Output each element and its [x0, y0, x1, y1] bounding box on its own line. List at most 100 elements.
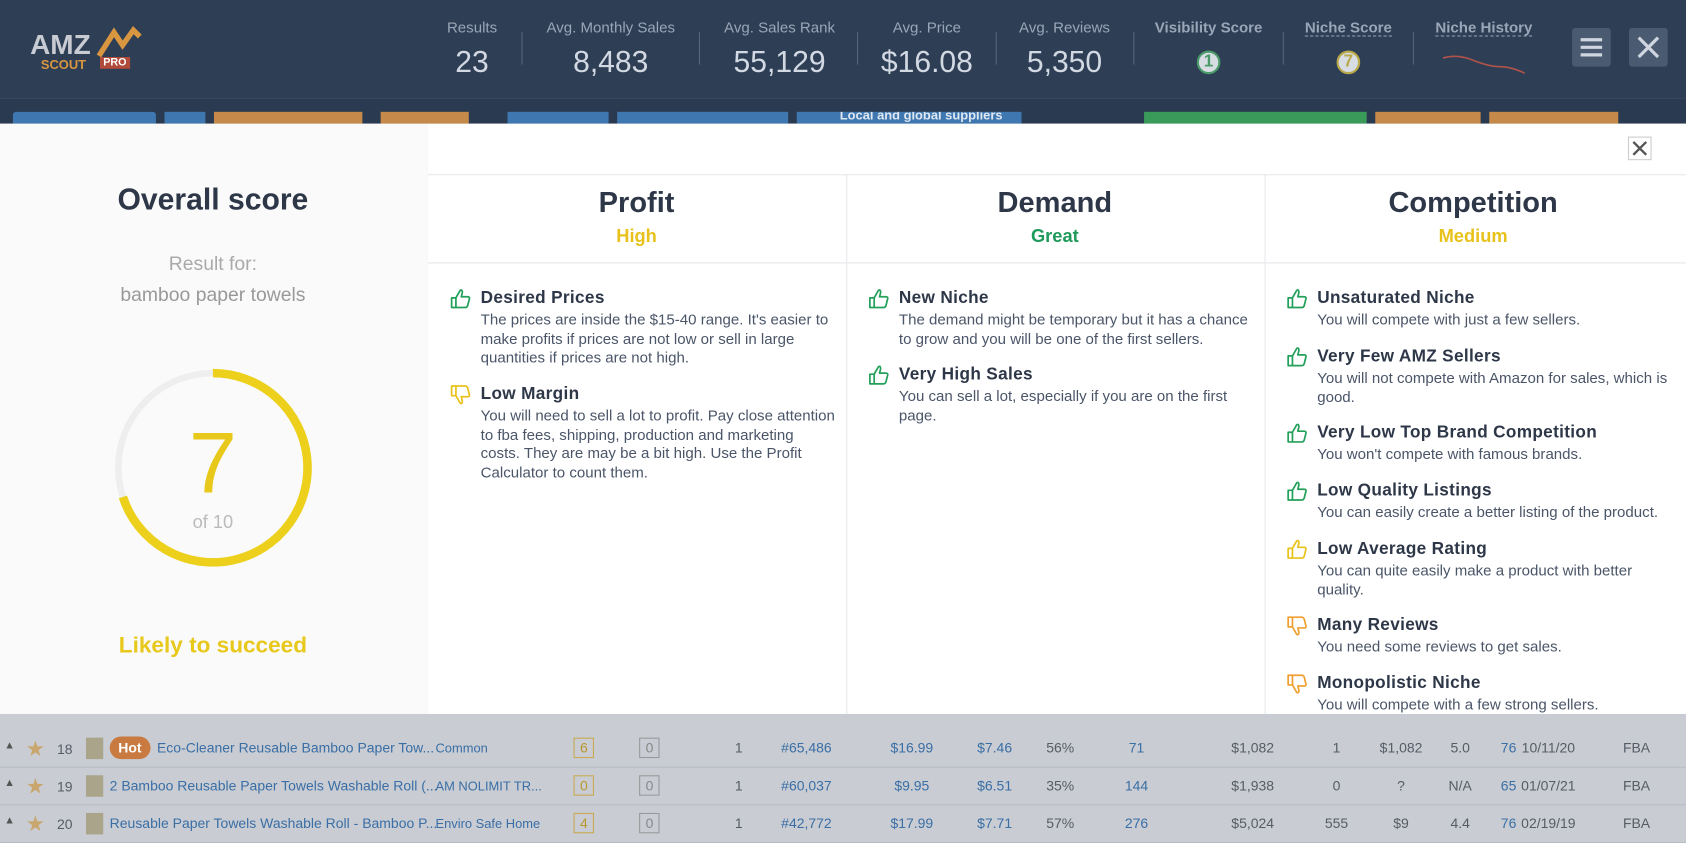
- cell: 35%: [1046, 777, 1075, 794]
- score-details: Profit High Desired Prices The prices are i…: [427, 123, 1686, 714]
- header-rule: [427, 262, 1686, 264]
- cell: #60,037: [781, 777, 832, 794]
- stat-value: $16.08: [880, 45, 973, 79]
- divider: [1282, 32, 1284, 65]
- item-text: You can easily create a better listing o…: [1317, 503, 1659, 521]
- cell: 76: [1500, 739, 1517, 756]
- product-title[interactable]: Reusable Paper Towels Washable Roll - Ba…: [109, 815, 438, 832]
- product-title[interactable]: Eco-Cleaner Reusable Bamboo Paper Tow...: [156, 739, 435, 756]
- brand[interactable]: AM NOLIMIT TR...: [435, 778, 542, 794]
- sparkline: [1442, 55, 1526, 74]
- item-title: Low Average Rating: [1317, 539, 1488, 559]
- stat-badge: 7: [1336, 50, 1361, 75]
- item-text: You won't compete with famous brands.: [1317, 445, 1583, 463]
- cell: 5.0: [1450, 739, 1470, 756]
- suppliers-button[interactable]: Local and global suppliers: [839, 111, 1003, 123]
- item-text: You will compete with just a few sellers…: [1317, 310, 1581, 328]
- thumbnail: [86, 812, 104, 835]
- product-table: ▲ ★ 18 Hot Eco-Cleaner Reusable Bamboo Paper…: [0, 713, 1686, 843]
- brand[interactable]: Common: [435, 740, 488, 756]
- cell: 1: [1332, 739, 1341, 756]
- stat-value: 8,483: [573, 45, 649, 79]
- overall-title: Overall score: [117, 182, 309, 217]
- cell: 1: [734, 777, 743, 794]
- cell: 144: [1124, 777, 1149, 794]
- item-title: Very Few AMZ Sellers: [1317, 347, 1501, 366]
- thumbnail: [86, 737, 104, 760]
- expand-arrow: ▲: [4, 739, 15, 752]
- cell: ?: [1397, 777, 1405, 794]
- stat-value: 55,129: [733, 45, 826, 79]
- item-title: Many Reviews: [1317, 616, 1439, 635]
- cell: $9: [1393, 815, 1409, 832]
- cell: FBA: [1622, 777, 1651, 794]
- star[interactable]: ★: [25, 775, 46, 799]
- cell: $6.51: [977, 777, 1013, 794]
- column-rating: Medium: [1438, 225, 1508, 247]
- cell: 4.4: [1450, 815, 1470, 832]
- cell: 0: [573, 775, 595, 796]
- cell: 555: [1324, 815, 1349, 832]
- item-title: Unsaturated Niche: [1317, 289, 1475, 308]
- cell: 0: [639, 775, 660, 796]
- column-title: Profit: [598, 186, 675, 219]
- item-title: Monopolistic Niche: [1317, 674, 1481, 693]
- divider: [521, 32, 523, 65]
- cell: 6: [573, 737, 595, 759]
- cell: 0: [1332, 777, 1341, 794]
- cell: 71: [1128, 739, 1145, 756]
- thumb-icon: [1286, 346, 1308, 373]
- thumb-icon: [449, 384, 471, 411]
- thumb-icon: [1286, 288, 1308, 315]
- cell: 0: [639, 737, 660, 759]
- score-value: 7: [188, 415, 237, 511]
- score-ring: [115, 368, 312, 567]
- stat-badge: 1: [1196, 50, 1221, 75]
- logo-sub: SCOUT: [40, 56, 87, 73]
- toolbar: Local and global suppliers: [0, 98, 1686, 124]
- cell: 1: [734, 739, 743, 756]
- thumb-icon: [449, 288, 471, 315]
- cell: $1,938: [1231, 777, 1275, 794]
- cell: 0: [639, 812, 660, 834]
- cell: #42,772: [781, 815, 832, 832]
- product-title[interactable]: 2 Bamboo Reusable Paper Towels Washable …: [109, 777, 438, 794]
- brand[interactable]: Enviro Safe Home: [435, 816, 541, 832]
- cell: 1: [734, 815, 743, 832]
- cell: 76: [1500, 815, 1517, 832]
- menu-button[interactable]: [1572, 27, 1611, 67]
- divider: [856, 32, 859, 65]
- star[interactable]: ★: [25, 737, 46, 762]
- divider: [995, 32, 997, 65]
- item-text: You will compete with a few strong selle…: [1317, 695, 1599, 713]
- row-number: 19: [56, 778, 73, 795]
- score-of: of 10: [192, 511, 234, 533]
- cell: 276: [1124, 815, 1149, 832]
- stat-label: Avg. Reviews: [1019, 18, 1110, 36]
- cell: 65: [1500, 777, 1517, 794]
- thumb-icon: [1286, 539, 1308, 566]
- item-title: Very High Sales: [898, 365, 1033, 384]
- thumb-icon: [1286, 423, 1308, 450]
- thumb-icon: [1286, 481, 1308, 508]
- cell: $9.95: [894, 777, 930, 794]
- score-arc: [118, 368, 312, 567]
- stat-label: Niche History: [1435, 18, 1533, 37]
- thumb-icon: [1286, 673, 1308, 700]
- stat-value: 23: [455, 45, 489, 79]
- item-text: You can sell a lot, especially if you ar…: [898, 387, 1228, 424]
- expand-arrow: ▲: [4, 815, 15, 827]
- cell: N/A: [1448, 777, 1472, 794]
- cell: 57%: [1046, 815, 1075, 832]
- stat-label: Visibility Score: [1154, 18, 1263, 36]
- query: bamboo paper towels: [120, 283, 306, 306]
- column-title: Demand: [997, 186, 1113, 219]
- cell: 02/19/19: [1521, 815, 1576, 832]
- close-panel-button[interactable]: [1629, 27, 1668, 67]
- row-number: 18: [56, 740, 73, 757]
- close-modal-button[interactable]: [1627, 136, 1652, 161]
- star[interactable]: ★: [25, 812, 46, 837]
- thumb-icon: [1286, 615, 1308, 642]
- item-text: You can quite easily make a product with…: [1317, 561, 1633, 598]
- cell: 01/07/21: [1521, 777, 1576, 794]
